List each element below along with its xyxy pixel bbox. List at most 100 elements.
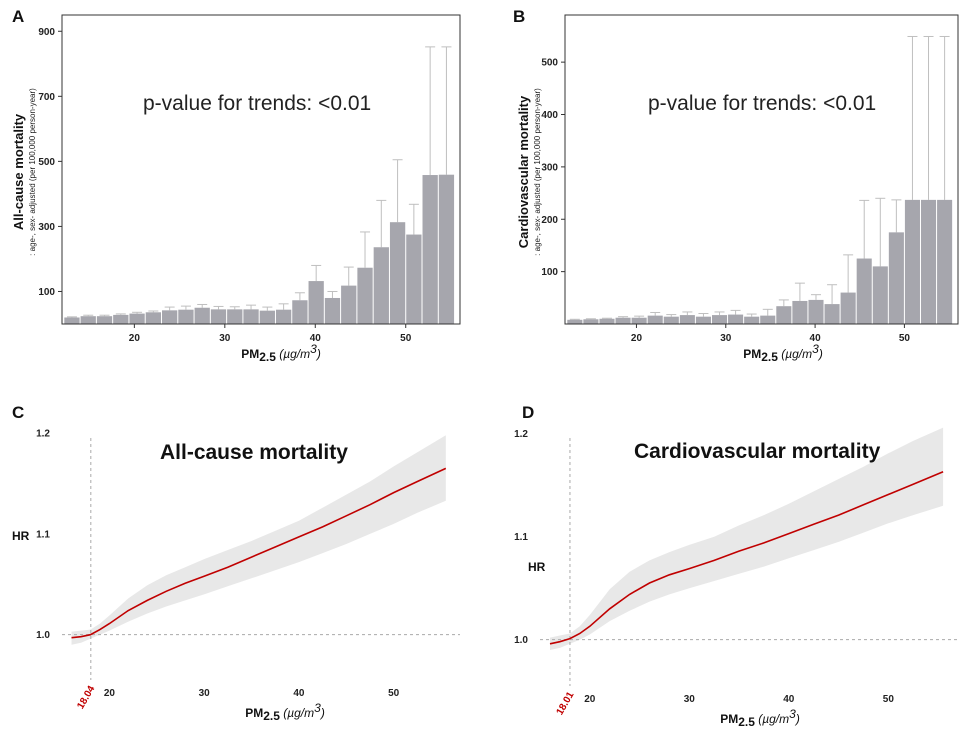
reference-lines-c [62,438,460,680]
x-ticks-c: 20 30 40 50 [104,688,400,699]
bar [308,281,324,324]
ci-band-c [71,435,446,645]
panel-d: D 1.0 1.1 1.2 20 30 40 50 Cardiovascular mort… [514,403,958,729]
bar [663,316,679,324]
x-tick-label: 40 [783,694,795,705]
y-ticks-b: 100 200 300 400 500 [541,58,565,278]
x-tick-label: 20 [631,333,643,344]
trend-annotation-a: p-value for trends: <0.01 [143,92,371,115]
bar [695,316,711,324]
bar [162,310,178,324]
y-tick-label: 1.0 [36,630,50,641]
x-tick-label: 50 [388,688,400,699]
y-tick-label: 300 [541,162,558,173]
panel-letter-d: D [522,403,534,422]
x-tick-label: 20 [584,694,596,705]
y-tick-label: 300 [38,222,55,233]
hazard-ratio-line [71,467,447,639]
bar [631,317,647,324]
x-tick-label: 40 [293,688,305,699]
y-axis-label-a: All-cause mortality : age-, sex- adjuste… [11,88,37,256]
y-axis-title-b: Cardiovascular mortality [516,95,531,248]
bar [937,199,953,324]
bar [64,317,80,324]
bar [856,258,872,324]
bar [129,313,145,324]
y-tick-label: 100 [38,287,55,298]
panel-b: B p-value for trends: <0.01 Cardiovascul… [513,7,959,364]
y-tick-label: 1.2 [36,429,50,440]
bar [324,297,341,324]
y-tick-label: 500 [541,58,558,69]
bar [583,319,599,324]
bar [210,309,227,324]
ci-band-d [550,427,944,650]
bar [904,199,920,324]
bar [80,316,96,324]
y-tick-label: 1.2 [514,429,528,440]
hazard-ratio-line [549,471,944,645]
bar [728,314,744,324]
y-axis-label-b: Cardiovascular mortality : age-, sex- ad… [516,88,542,256]
hr-curve-d [549,471,944,645]
x-tick-label: 20 [129,333,141,344]
threshold-label-c: 18.04 [75,684,97,712]
threshold-label-d: 18.01 [555,690,577,718]
y-axis-title-a: All-cause mortality [11,113,26,230]
bar [373,247,389,324]
bar [96,316,113,324]
x-tick-label: 30 [720,333,732,344]
bars-b [567,35,953,324]
reference-lines-d [540,438,958,686]
y-axis-subtitle-b: : age-, sex- adjusted (per 100,000 perso… [533,88,542,256]
bar [227,309,243,324]
y-ticks-a: 100 300 500 700 900 [38,27,62,298]
x-ticks-a: 20 30 40 50 [129,324,412,344]
x-axis-label-b: PM2.5 (µg/m3) [743,342,823,364]
x-tick-label: 30 [684,694,696,705]
x-tick-label: 40 [810,333,822,344]
bar [599,318,615,324]
bar [872,266,888,324]
bar [920,199,937,324]
bar [679,315,695,324]
bar [776,306,792,324]
bar [357,267,373,324]
panel-letter-a: A [12,7,24,26]
x-ticks-d: 20 30 40 50 [584,694,894,705]
x-tick-label: 30 [199,688,211,699]
x-tick-label: 50 [883,694,895,705]
x-tick-label: 20 [104,688,116,699]
x-axis-label-a: PM2.5 (µg/m3) [241,342,321,364]
hr-curve-c [71,467,447,639]
y-tick-label: 400 [541,110,558,121]
y-tick-label: 1.1 [514,532,528,543]
trend-annotation-b: p-value for trends: <0.01 [648,92,876,115]
bar [808,299,824,324]
bar [275,309,292,324]
x-axis-label-d: PM2.5 (µg/m3) [720,707,800,729]
x-tick-label: 30 [219,333,231,344]
plot-frame-a [61,14,461,325]
bar [888,232,904,324]
x-ticks-b: 20 30 40 50 [631,324,910,344]
panel-letter-b: B [513,7,525,26]
bar [647,315,663,324]
bar [840,292,856,324]
bar [760,315,776,324]
y-axis-subtitle-a: : age-, sex- adjusted (per 100,000 perso… [28,88,37,256]
x-tick-label: 40 [310,333,322,344]
y-tick-label: 1.1 [36,529,50,540]
bar [792,300,808,324]
bar [406,234,422,324]
bar [341,285,357,324]
panel-letter-c: C [12,403,24,422]
bar [422,175,438,324]
curve-title-d: Cardiovascular mortality [634,440,881,463]
bar [145,312,161,324]
hr-axis-label-d: HR [528,560,546,574]
bar [744,316,760,324]
y-tick-label: 700 [38,92,55,103]
bar [711,315,728,324]
